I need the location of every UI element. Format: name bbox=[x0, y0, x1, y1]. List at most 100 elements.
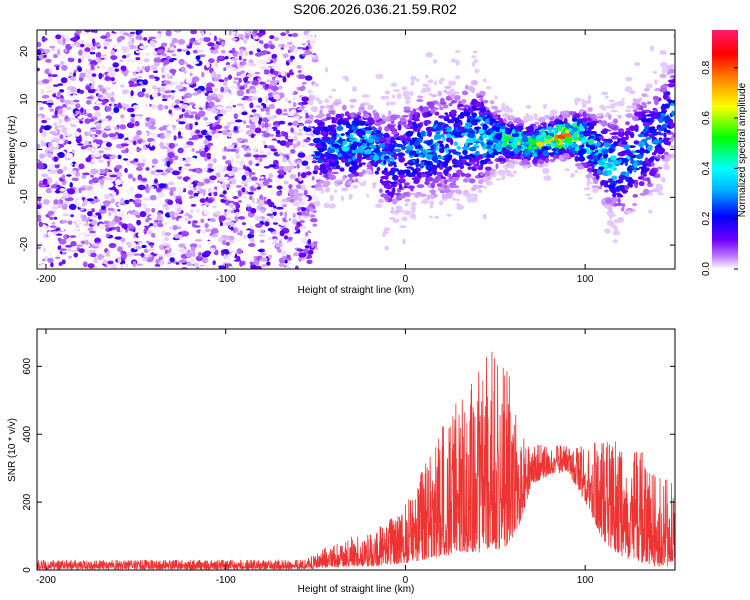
heatmap-cell bbox=[611, 183, 616, 189]
heatmap-cell bbox=[253, 183, 259, 188]
heatmap-cell bbox=[161, 66, 165, 73]
heatmap-cell bbox=[343, 139, 348, 146]
heatmap-cell bbox=[565, 137, 573, 144]
heatmap-cell bbox=[145, 52, 150, 56]
heatmap-cell bbox=[323, 158, 327, 162]
heatmap-cell bbox=[53, 199, 59, 205]
heatmap-cell bbox=[151, 65, 158, 72]
heatmap-cell bbox=[135, 166, 143, 171]
heatmap-cell bbox=[103, 201, 110, 207]
heatmap-cell bbox=[150, 141, 158, 146]
heatmap-cell bbox=[482, 213, 487, 220]
heatmap-cell bbox=[192, 157, 196, 164]
heatmap-cell bbox=[230, 226, 234, 231]
heatmap-cell bbox=[248, 50, 254, 55]
heatmap-cell bbox=[430, 182, 435, 189]
heatmap-cell bbox=[196, 40, 201, 43]
heatmap-cell bbox=[210, 109, 219, 114]
heatmap-cell bbox=[62, 37, 66, 44]
heatmap-cell bbox=[380, 155, 384, 161]
heatmap-cell bbox=[177, 48, 182, 52]
heatmap-cell bbox=[384, 176, 389, 180]
heatmap-cell bbox=[308, 143, 316, 146]
heatmap-cell bbox=[284, 257, 292, 261]
heatmap-cell bbox=[60, 77, 68, 84]
heatmap-cell bbox=[255, 163, 260, 167]
heatmap-cell bbox=[328, 95, 333, 99]
heatmap-cell bbox=[414, 111, 419, 115]
heatmap-cell bbox=[241, 157, 246, 162]
heatmap-cell bbox=[159, 86, 166, 92]
heatmap-cell bbox=[169, 46, 175, 52]
heatmap-cell bbox=[57, 124, 66, 128]
heatmap-cell bbox=[126, 122, 135, 129]
heatmap-cell bbox=[617, 186, 625, 191]
heatmap-cell bbox=[398, 156, 406, 163]
heatmap-cell bbox=[412, 169, 418, 175]
heatmap-cell bbox=[91, 134, 96, 140]
heatmap-cell bbox=[413, 178, 420, 184]
heatmap-cell bbox=[37, 217, 42, 223]
heatmap-cell bbox=[272, 223, 279, 229]
heatmap-cell bbox=[275, 243, 283, 248]
heatmap-cell bbox=[532, 146, 538, 150]
heatmap-cell bbox=[91, 220, 97, 226]
heatmap-cell bbox=[501, 149, 509, 153]
heatmap-cell bbox=[196, 181, 205, 187]
heatmap-cell bbox=[626, 105, 633, 109]
heatmap-cell bbox=[194, 262, 199, 268]
heatmap-cell bbox=[265, 56, 272, 60]
heatmap-cell bbox=[278, 262, 285, 268]
heatmap-cell bbox=[612, 230, 621, 236]
heatmap-cell bbox=[357, 146, 365, 153]
heatmap-cell bbox=[86, 198, 95, 202]
heatmap-cell bbox=[249, 88, 257, 94]
heatmap-cell bbox=[218, 215, 226, 222]
heatmap-cell bbox=[620, 136, 627, 142]
heatmap-cell bbox=[59, 199, 64, 205]
heatmap-cell bbox=[407, 122, 412, 127]
heatmap-cell bbox=[37, 101, 42, 106]
heatmap-cell bbox=[265, 96, 269, 103]
heatmap-cell bbox=[486, 154, 493, 158]
heatmap-cell bbox=[327, 169, 332, 173]
heatmap-cell bbox=[57, 118, 63, 125]
heatmap-cell bbox=[241, 111, 248, 116]
heatmap-cell bbox=[407, 185, 415, 189]
heatmap-cell bbox=[120, 84, 125, 88]
heatmap-cell bbox=[543, 146, 550, 151]
heatmap-cell bbox=[490, 105, 497, 110]
heatmap-cell bbox=[236, 137, 244, 143]
heatmap-cell bbox=[439, 190, 445, 194]
heatmap-cell bbox=[322, 153, 330, 158]
heatmap-cell bbox=[594, 133, 602, 137]
heatmap-cell bbox=[109, 251, 117, 257]
heatmap-cell bbox=[47, 145, 55, 152]
heatmap-cell bbox=[542, 162, 549, 167]
heatmap-cell bbox=[282, 76, 287, 83]
heatmap-cell bbox=[179, 81, 185, 85]
heatmap-cell bbox=[41, 185, 46, 188]
heatmap-cell bbox=[133, 253, 142, 257]
heatmap-cell bbox=[321, 140, 326, 143]
heatmap-cell bbox=[420, 201, 425, 204]
heatmap-cell bbox=[56, 91, 62, 97]
heatmap-cell bbox=[59, 134, 64, 140]
heatmap-cell bbox=[58, 261, 63, 266]
heatmap-cell bbox=[55, 77, 62, 83]
heatmap-cell bbox=[259, 239, 265, 243]
heatmap-cell bbox=[301, 96, 310, 102]
heatmap-cell bbox=[67, 237, 72, 242]
heatmap-cell bbox=[111, 44, 115, 49]
heatmap-cell bbox=[169, 257, 175, 263]
heatmap-cell bbox=[65, 244, 73, 248]
heatmap-cell bbox=[175, 127, 182, 130]
heatmap-cell bbox=[49, 216, 54, 221]
heatmap-cell bbox=[267, 185, 273, 188]
heatmap-cell bbox=[318, 186, 323, 190]
heatmap-cell bbox=[489, 100, 495, 105]
heatmap-cell bbox=[524, 142, 528, 147]
heatmap-cell bbox=[117, 154, 122, 160]
heatmap-cell bbox=[102, 260, 109, 265]
heatmap-cell bbox=[116, 226, 121, 231]
